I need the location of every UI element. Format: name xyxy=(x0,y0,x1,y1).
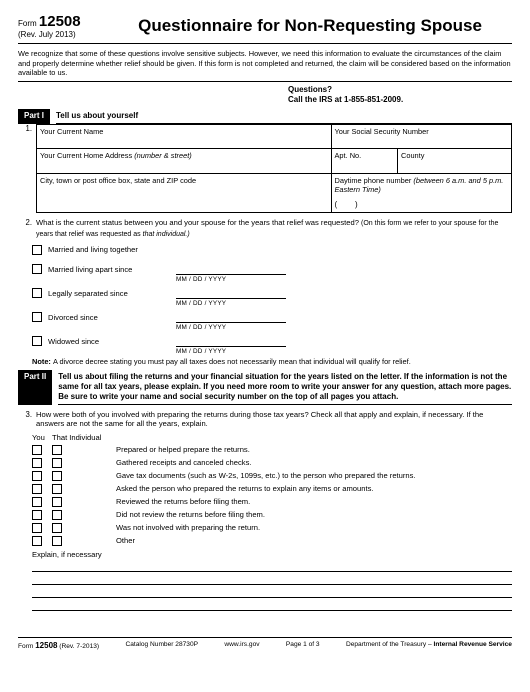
checkbox-you[interactable] xyxy=(32,484,42,494)
checkbox-that[interactable] xyxy=(52,471,62,481)
date-input[interactable]: MM / DD / YYYY xyxy=(176,336,286,347)
form-number-block: Form 12508 (Rev. July 2013) xyxy=(18,14,108,39)
date-input[interactable]: MM / DD / YYYY xyxy=(176,288,286,299)
checkbox-that[interactable] xyxy=(52,484,62,494)
date-input[interactable]: MM / DD / YYYY xyxy=(176,264,286,275)
option-row: Asked the person who prepared the return… xyxy=(32,484,512,494)
field-phone[interactable]: Daytime phone number (between 6 a.m. and… xyxy=(331,173,512,213)
write-line[interactable] xyxy=(32,572,512,585)
part2-tag: Part II xyxy=(18,370,52,405)
option-row: Was not involved with preparing the retu… xyxy=(32,523,512,533)
questions-label: Questions? xyxy=(288,85,332,94)
status-married-together: Married and living together xyxy=(32,245,512,255)
field-city[interactable]: City, town or post office box, state and… xyxy=(37,173,332,213)
checkbox-that[interactable] xyxy=(52,497,62,507)
form-rev: (Rev. July 2013) xyxy=(18,30,76,39)
questions-block: Questions? Call the IRS at 1-855-851-200… xyxy=(288,85,512,105)
field-apt[interactable]: Apt. No. xyxy=(331,149,398,173)
q3-number: 3. xyxy=(18,410,36,429)
part2-title: Tell us about filing the returns and you… xyxy=(58,370,512,405)
status-married-apart: Married living apart since MM / DD / YYY… xyxy=(32,264,512,275)
form-word: Form xyxy=(18,19,37,28)
checkbox-that[interactable] xyxy=(52,445,62,455)
form-number: 12508 xyxy=(39,13,81,30)
option-row: Gathered receipts and canceled checks. xyxy=(32,458,512,468)
part1-note: Note: A divorce decree stating you must … xyxy=(32,357,512,366)
checkbox[interactable] xyxy=(32,312,42,322)
checkbox-you[interactable] xyxy=(32,536,42,546)
checkbox-that[interactable] xyxy=(52,510,62,520)
option-row: Other xyxy=(32,536,512,546)
questions-phone: Call the IRS at 1-855-851-2009. xyxy=(288,95,403,104)
checkbox-you[interactable] xyxy=(32,458,42,468)
explain-label: Explain, if necessary xyxy=(32,550,512,559)
option-row: Reviewed the returns before filing them. xyxy=(32,497,512,507)
status-widowed: Widowed since MM / DD / YYYY xyxy=(32,336,512,347)
write-line[interactable] xyxy=(32,598,512,611)
intro-text: We recognize that some of these question… xyxy=(18,46,512,82)
checkbox-that[interactable] xyxy=(52,458,62,468)
field-ssn[interactable]: Your Social Security Number xyxy=(331,125,512,149)
write-line[interactable] xyxy=(32,559,512,572)
q2-number: 2. xyxy=(18,218,36,240)
checkbox-you[interactable] xyxy=(32,445,42,455)
q2-text: What is the current status between you a… xyxy=(36,218,512,240)
checkbox[interactable] xyxy=(32,245,42,255)
page-footer: Form 12508 (Rev. 7-2013) Catalog Number … xyxy=(18,637,512,650)
field-name[interactable]: Your Current Name xyxy=(37,125,332,149)
status-separated: Legally separated since MM / DD / YYYY xyxy=(32,288,512,299)
field-address[interactable]: Your Current Home Address (number & stre… xyxy=(37,149,332,173)
checkbox-that[interactable] xyxy=(52,536,62,546)
form-title: Questionnaire for Non-Requesting Spouse xyxy=(108,14,512,36)
option-header: You That Individual xyxy=(32,433,512,442)
part1-title: Tell us about yourself xyxy=(56,109,512,124)
checkbox-you[interactable] xyxy=(32,510,42,520)
checkbox[interactable] xyxy=(32,264,42,274)
identity-table: Your Current Name Your Social Security N… xyxy=(36,124,512,213)
q1-number: 1. xyxy=(18,124,36,213)
date-input[interactable]: MM / DD / YYYY xyxy=(176,312,286,323)
checkbox[interactable] xyxy=(32,336,42,346)
q3-text: How were both of you involved with prepa… xyxy=(36,410,512,429)
write-line[interactable] xyxy=(32,585,512,598)
checkbox[interactable] xyxy=(32,288,42,298)
option-row: Prepared or helped prepare the returns. xyxy=(32,445,512,455)
checkbox-you[interactable] xyxy=(32,497,42,507)
field-county[interactable]: County xyxy=(398,149,512,173)
checkbox-you[interactable] xyxy=(32,523,42,533)
option-row: Did not review the returns before filing… xyxy=(32,510,512,520)
checkbox-you[interactable] xyxy=(32,471,42,481)
status-divorced: Divorced since MM / DD / YYYY xyxy=(32,312,512,323)
option-row: Gave tax documents (such as W-2s, 1099s,… xyxy=(32,471,512,481)
checkbox-that[interactable] xyxy=(52,523,62,533)
part1-tag: Part I xyxy=(18,109,50,124)
